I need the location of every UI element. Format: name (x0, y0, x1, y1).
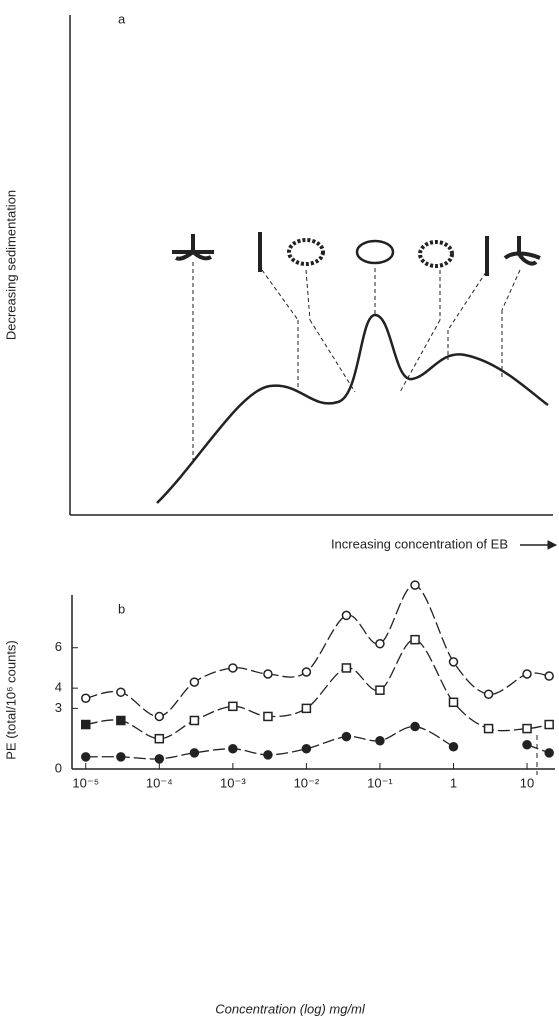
marker (544, 671, 554, 681)
x-tick-label: 10⁻⁴ (146, 775, 173, 790)
arrow-head (547, 540, 558, 550)
marker (301, 703, 312, 714)
marker (375, 685, 385, 695)
marker (448, 697, 459, 708)
marker (263, 669, 273, 679)
y-tick-label: 6 (55, 639, 62, 654)
x-tick-label: 10⁻² (294, 775, 320, 790)
marker (544, 748, 554, 758)
panel-a (69, 15, 558, 550)
marker (116, 752, 126, 762)
marker (341, 663, 352, 673)
marker (154, 754, 165, 764)
series-line (85, 584, 550, 718)
y-tick-label: 3 (55, 700, 62, 715)
panel-label: a (118, 11, 126, 26)
x-tick-label: 10⁻³ (220, 775, 246, 790)
marker (228, 701, 238, 712)
series-line (85, 639, 550, 740)
x-tick-label: 10 (520, 775, 534, 790)
marker (375, 735, 385, 746)
panel-label: b (118, 601, 125, 616)
marker (410, 721, 420, 732)
marker (189, 748, 200, 758)
marker (81, 719, 91, 730)
marker (189, 715, 200, 726)
marker (116, 715, 126, 726)
x-tick-label: 10⁻⁵ (72, 775, 99, 790)
x-tick-label: 10⁻¹ (367, 775, 393, 790)
marker (81, 752, 91, 762)
marker (448, 742, 459, 752)
y-axis-label: Decreasing sedimentation (3, 190, 18, 340)
marker (154, 711, 165, 722)
marker (81, 693, 91, 704)
x-axis-label: Increasing concentration of EB (331, 536, 508, 551)
sedimentation-curve (156, 313, 549, 504)
marker (189, 677, 200, 687)
marker (410, 580, 420, 590)
marker (522, 723, 532, 734)
marker (263, 750, 273, 760)
marker (263, 711, 273, 722)
y-axis-label: PE (total/10⁶ counts) (3, 640, 18, 760)
guide-lines (192, 262, 521, 460)
marker (154, 733, 165, 744)
marker (341, 610, 352, 621)
dna-forms (172, 232, 541, 276)
marker (228, 744, 238, 754)
x-axis-label: Concentration (log) mg/ml (215, 1001, 366, 1016)
marker (544, 719, 554, 730)
y-tick-label: 0 (55, 760, 62, 775)
marker (448, 657, 459, 667)
marker (375, 638, 385, 649)
x-tick-label: 1 (450, 775, 457, 790)
marker (483, 723, 494, 734)
marker (301, 667, 312, 677)
marker (116, 687, 126, 697)
marker (522, 739, 532, 750)
marker (228, 663, 238, 673)
marker (341, 731, 352, 742)
marker (301, 744, 312, 754)
marker (483, 689, 494, 699)
y-tick-label: 4 (55, 680, 62, 695)
marker (410, 634, 420, 645)
marker (522, 669, 532, 679)
